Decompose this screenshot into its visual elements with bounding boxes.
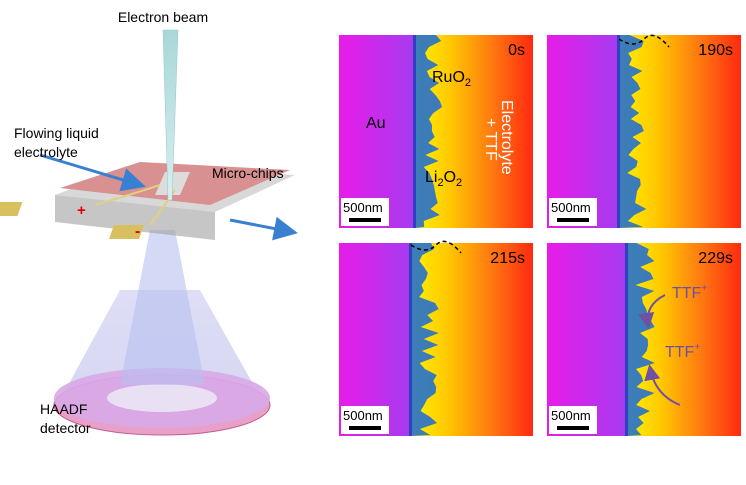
crack <box>410 240 462 254</box>
transmitted-beam <box>120 230 205 385</box>
panels: 0s 500nm 190s 500nm 215s 500nm 229s 500nm <box>339 34 741 436</box>
label: detector <box>40 420 91 436</box>
detector-hole <box>107 384 217 412</box>
time-label: 0s <box>508 42 525 59</box>
time-label: 190s <box>698 42 733 59</box>
boundary <box>413 35 416 228</box>
au-region <box>547 243 627 436</box>
flow-in <box>39 153 146 192</box>
scale-label: 500nm <box>551 408 591 423</box>
ruo2-layer <box>411 243 439 436</box>
flow-out <box>229 216 298 241</box>
image-panel: 190s 500nm <box>547 34 741 228</box>
label: Flowing liquid <box>14 125 99 141</box>
label: Electrolyte <box>498 100 515 175</box>
arrow <box>638 294 666 329</box>
image-panel: 0s 500nm <box>339 35 533 228</box>
annotations: Au RuO2 Li2O2 Electrolyte + TTF TTF+ TTF… <box>366 69 707 406</box>
scale-bar <box>557 426 589 430</box>
time-label: 229s <box>698 250 733 267</box>
label: + TTF <box>482 118 499 161</box>
au-region <box>339 243 411 436</box>
pad <box>109 225 145 239</box>
ruo2-layer <box>627 243 655 436</box>
boundary <box>625 243 628 436</box>
label: RuO2 <box>432 69 471 89</box>
au-region <box>547 35 619 228</box>
ruo2-layer <box>619 35 647 228</box>
electrolyte-region <box>411 243 533 436</box>
scale-bar <box>349 426 381 430</box>
label: Li2O2 <box>425 169 462 189</box>
label: Au <box>366 115 386 132</box>
chip-edge <box>55 195 215 240</box>
boundary <box>409 243 412 436</box>
scale-label: 500nm <box>343 200 383 215</box>
scale-bar <box>349 218 381 222</box>
image-panel: 229s 500nm <box>547 243 741 436</box>
label: HAADF <box>40 401 87 417</box>
wire <box>94 184 176 226</box>
scale-label: 500nm <box>343 408 383 423</box>
arrow <box>644 364 681 406</box>
label: TTF+ <box>665 342 700 361</box>
image-panel: 215s 500nm <box>339 240 533 436</box>
minus: - <box>135 223 140 240</box>
ruo2-layer <box>415 35 443 228</box>
crack <box>618 34 670 48</box>
label: electrolyte <box>14 144 78 160</box>
schematic: Electron beam Flowing liquid electrolyte… <box>0 9 298 436</box>
electron-beam <box>162 29 179 201</box>
scale-bar <box>557 218 589 222</box>
au-region <box>339 35 415 228</box>
label: Electron beam <box>118 9 208 25</box>
scale-label: 500nm <box>551 200 591 215</box>
label: TTF+ <box>672 283 707 302</box>
label: Micro-chips <box>212 165 284 181</box>
boundary <box>617 35 620 228</box>
time-label: 215s <box>490 250 525 267</box>
pad <box>0 202 23 216</box>
plus: + <box>77 202 86 219</box>
